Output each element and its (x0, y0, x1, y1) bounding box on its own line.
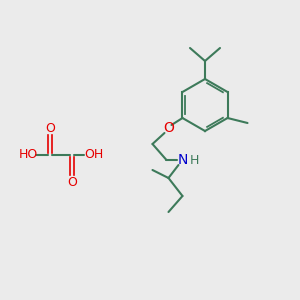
Text: O: O (45, 122, 55, 134)
Text: HO: HO (18, 148, 38, 161)
Text: N: N (177, 153, 188, 167)
Text: H: H (190, 154, 199, 166)
Text: O: O (163, 121, 174, 135)
Text: O: O (67, 176, 77, 188)
Text: OH: OH (84, 148, 104, 161)
